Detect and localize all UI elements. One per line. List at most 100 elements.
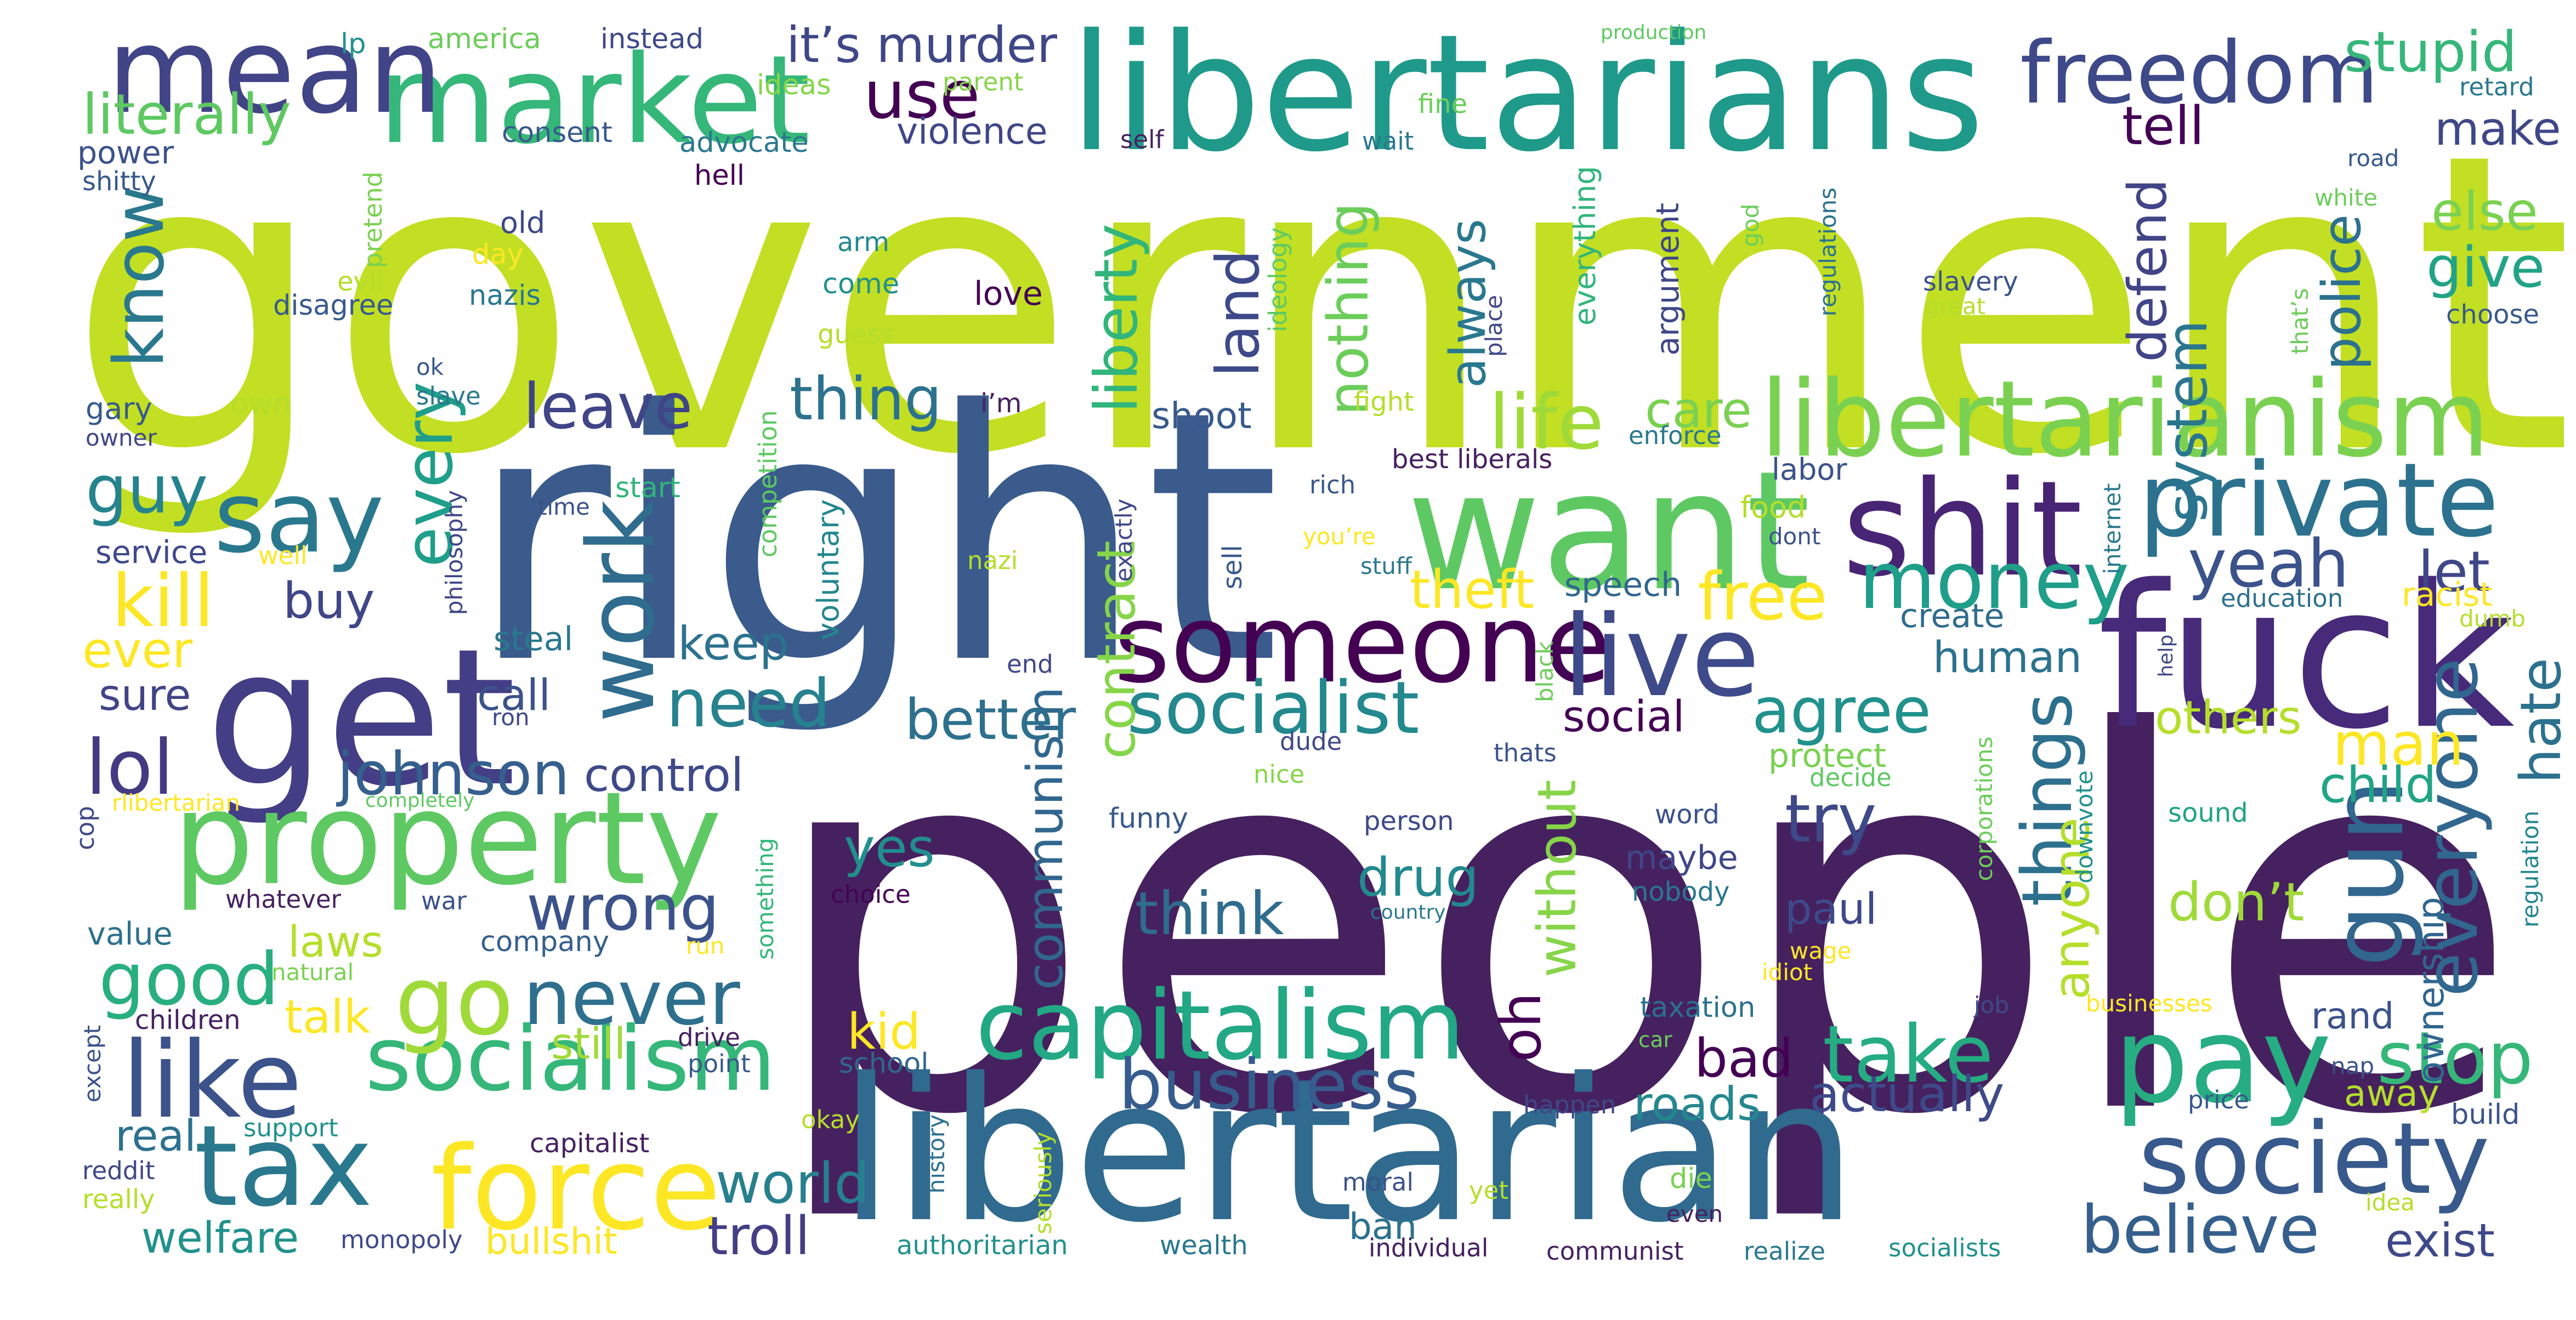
- cloud-word: monopoly: [341, 1225, 463, 1254]
- cloud-word: everything: [1568, 166, 1602, 326]
- cloud-word: start: [615, 472, 680, 504]
- cloud-word: really: [82, 1184, 155, 1215]
- cloud-word: history: [923, 1114, 950, 1193]
- cloud-word: nap: [2331, 1052, 2374, 1079]
- cloud-word: government: [67, 66, 2574, 544]
- cloud-word: take: [1823, 1008, 1994, 1100]
- cloud-word: service: [95, 534, 207, 571]
- cloud-word: pretend: [359, 172, 388, 268]
- cloud-word: money: [1859, 534, 2129, 627]
- cloud-word: children: [135, 1005, 241, 1035]
- cloud-word: ownership: [2410, 897, 2452, 1083]
- cloud-word: hell: [694, 160, 745, 192]
- cloud-word: violence: [897, 110, 1047, 152]
- cloud-word: ok: [416, 354, 444, 380]
- cloud-word: black: [1531, 641, 1558, 702]
- cloud-word: real: [115, 1112, 196, 1161]
- cloud-word: communism: [1017, 686, 1074, 990]
- cloud-word: literally: [82, 82, 291, 147]
- cloud-word: every: [391, 382, 468, 567]
- cloud-word: lol: [86, 724, 174, 812]
- cloud-word: johnson: [336, 740, 570, 809]
- cloud-word: ideology: [1263, 227, 1292, 332]
- cloud-word: life: [1489, 378, 1604, 466]
- cloud-word: keep: [678, 617, 788, 670]
- cloud-word: internet: [2099, 483, 2126, 574]
- cloud-word: away: [2344, 1072, 2439, 1114]
- cloud-word: property: [173, 765, 722, 914]
- cloud-word: stuff: [1360, 553, 1412, 579]
- cloud-word: live: [1563, 592, 1760, 722]
- cloud-word: try: [1785, 781, 1876, 857]
- cloud-word: kill: [112, 559, 214, 644]
- cloud-word: communist: [1546, 1237, 1684, 1266]
- cloud-word: paul: [1785, 885, 1877, 934]
- cloud-word: bad: [1694, 1028, 1794, 1089]
- cloud-word: maybe: [1625, 839, 1738, 877]
- cloud-word: create: [1900, 597, 2004, 635]
- cloud-word: yet: [1469, 1176, 1508, 1205]
- cloud-word: work: [568, 500, 675, 723]
- cloud-word: let: [2418, 539, 2490, 605]
- cloud-word: advocate: [679, 127, 809, 159]
- cloud-word: nice: [1253, 760, 1304, 789]
- cloud-word: regulation: [2517, 811, 2544, 928]
- cloud-word: wealth: [1160, 1230, 1248, 1261]
- cloud-word: sure: [99, 671, 191, 720]
- cloud-word: self: [1120, 125, 1165, 154]
- cloud-word: society: [2138, 1102, 2490, 1216]
- cloud-word: tell: [2122, 95, 2204, 157]
- cloud-word: seriously: [1030, 1131, 1057, 1234]
- cloud-word: racist: [2402, 576, 2493, 614]
- cloud-word: police: [2311, 214, 2373, 371]
- cloud-word: fine: [1418, 89, 1467, 120]
- cloud-word: guy: [86, 452, 208, 528]
- cloud-word: things: [2007, 693, 2087, 907]
- cloud-word: wrong: [526, 872, 719, 945]
- cloud-word: shoot: [1151, 395, 1252, 437]
- cloud-word: rich: [1309, 470, 1355, 499]
- cloud-word: happen: [1523, 1090, 1616, 1119]
- cloud-word: wait: [1362, 127, 1414, 156]
- cloud-word: wage: [1790, 937, 1852, 964]
- cloud-word: education: [2221, 584, 2343, 613]
- cloud-word: support: [243, 1113, 338, 1142]
- cloud-word: rlibertarian: [112, 789, 240, 816]
- cloud-word: production: [1601, 21, 1706, 44]
- cloud-word: value: [87, 916, 173, 952]
- cloud-word: best liberals: [1392, 444, 1552, 475]
- cloud-word: gary: [86, 391, 152, 426]
- cloud-word: nobody: [1632, 877, 1730, 907]
- cloud-word: believe: [2081, 1192, 2319, 1268]
- cloud-word: owner: [86, 424, 157, 451]
- cloud-word: always: [1439, 219, 1497, 388]
- cloud-word: ron: [492, 704, 530, 731]
- cloud-word: pay: [2114, 992, 2331, 1129]
- cloud-word: ideas: [757, 69, 831, 101]
- cloud-word: slavery: [1923, 266, 2018, 297]
- cloud-word: know: [99, 185, 179, 368]
- cloud-word: nazi: [967, 546, 1018, 575]
- cloud-word: control: [584, 748, 744, 802]
- cloud-word: consent: [502, 117, 612, 149]
- cloud-word: country: [1370, 901, 1446, 924]
- cloud-word: arm: [837, 227, 889, 258]
- cloud-word: oh: [1489, 992, 1554, 1062]
- cloud-word: choose: [2446, 299, 2539, 330]
- cloud-word: exist: [2385, 1214, 2495, 1267]
- cloud-word: corporations: [1971, 737, 1998, 881]
- cloud-word: better: [905, 687, 1076, 753]
- cloud-word: parent: [943, 67, 1024, 96]
- cloud-word: lp: [341, 28, 366, 60]
- cloud-word: think: [1135, 880, 1284, 948]
- cloud-word: price: [2188, 1085, 2249, 1114]
- cloud-word: stop: [2377, 1016, 2533, 1101]
- cloud-word: you’re: [1303, 523, 1376, 550]
- cloud-word: cop: [71, 806, 100, 850]
- cloud-word: land: [1204, 249, 1273, 377]
- cloud-word: social: [1563, 692, 1684, 742]
- cloud-word: protect: [1768, 737, 1886, 775]
- cloud-word: moral: [1342, 1168, 1414, 1197]
- cloud-word: like: [122, 1020, 302, 1142]
